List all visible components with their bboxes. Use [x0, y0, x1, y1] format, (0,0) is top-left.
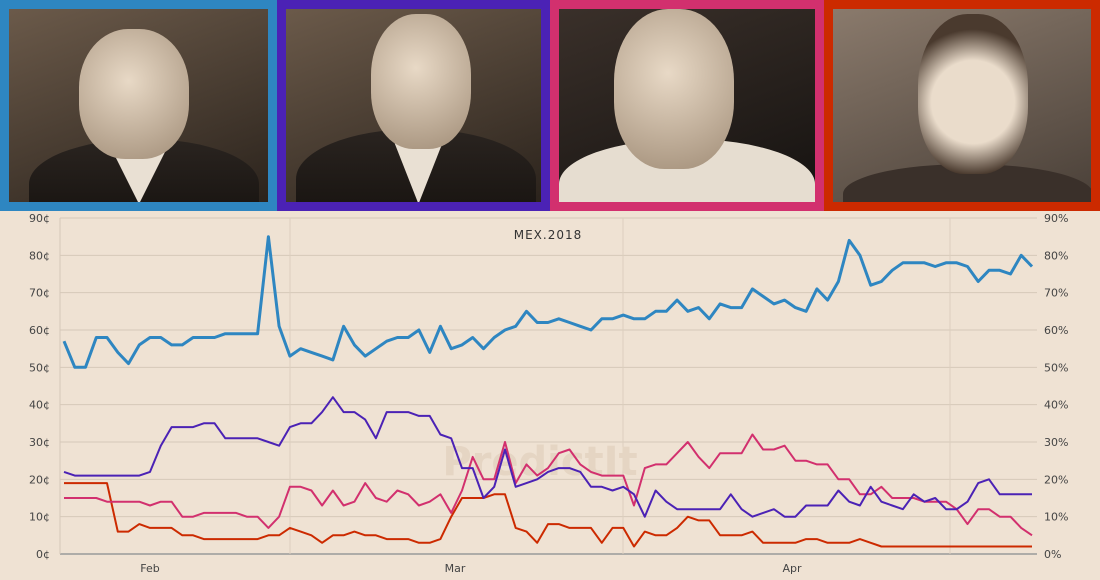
series-line-blue [62, 235, 1034, 369]
y-tick-right: 40% [1044, 399, 1068, 412]
y-tick-left: 80¢ [29, 249, 50, 262]
candidate-photo-1 [0, 0, 277, 211]
y-tick-right: 80% [1044, 249, 1068, 262]
x-tick: Mar [445, 562, 466, 575]
x-tick: Apr [782, 562, 802, 575]
chart-title: MEX.2018 [514, 228, 583, 242]
y-tick-right: 0% [1044, 548, 1061, 561]
y-tick-left: 30¢ [29, 436, 50, 449]
y-tick-right: 70% [1044, 287, 1068, 300]
y-tick-left: 20¢ [29, 473, 50, 486]
y-tick-left: 0¢ [36, 548, 50, 561]
y-tick-left: 10¢ [29, 511, 50, 524]
y-tick-right: 20% [1044, 473, 1068, 486]
y-tick-left: 40¢ [29, 399, 50, 412]
series-line-red [64, 482, 1032, 548]
y-tick-right: 10% [1044, 511, 1068, 524]
candidate-photos [0, 0, 1100, 211]
candidate-photo-3 [550, 0, 824, 211]
y-tick-right: 30% [1044, 436, 1068, 449]
y-tick-left: 70¢ [29, 287, 50, 300]
y-tick-left: 90¢ [29, 212, 50, 225]
y-tick-left: 50¢ [29, 361, 50, 374]
series-line-purple [63, 396, 1032, 518]
y-tick-right: 60% [1044, 324, 1068, 337]
x-tick: Feb [140, 562, 159, 575]
y-tick-right: 50% [1044, 361, 1068, 374]
series-line-pink [64, 433, 1033, 537]
y-tick-left: 60¢ [29, 324, 50, 337]
candidate-photo-2 [277, 0, 550, 211]
y-tick-right: 90% [1044, 212, 1068, 225]
candidate-photo-4 [824, 0, 1100, 211]
